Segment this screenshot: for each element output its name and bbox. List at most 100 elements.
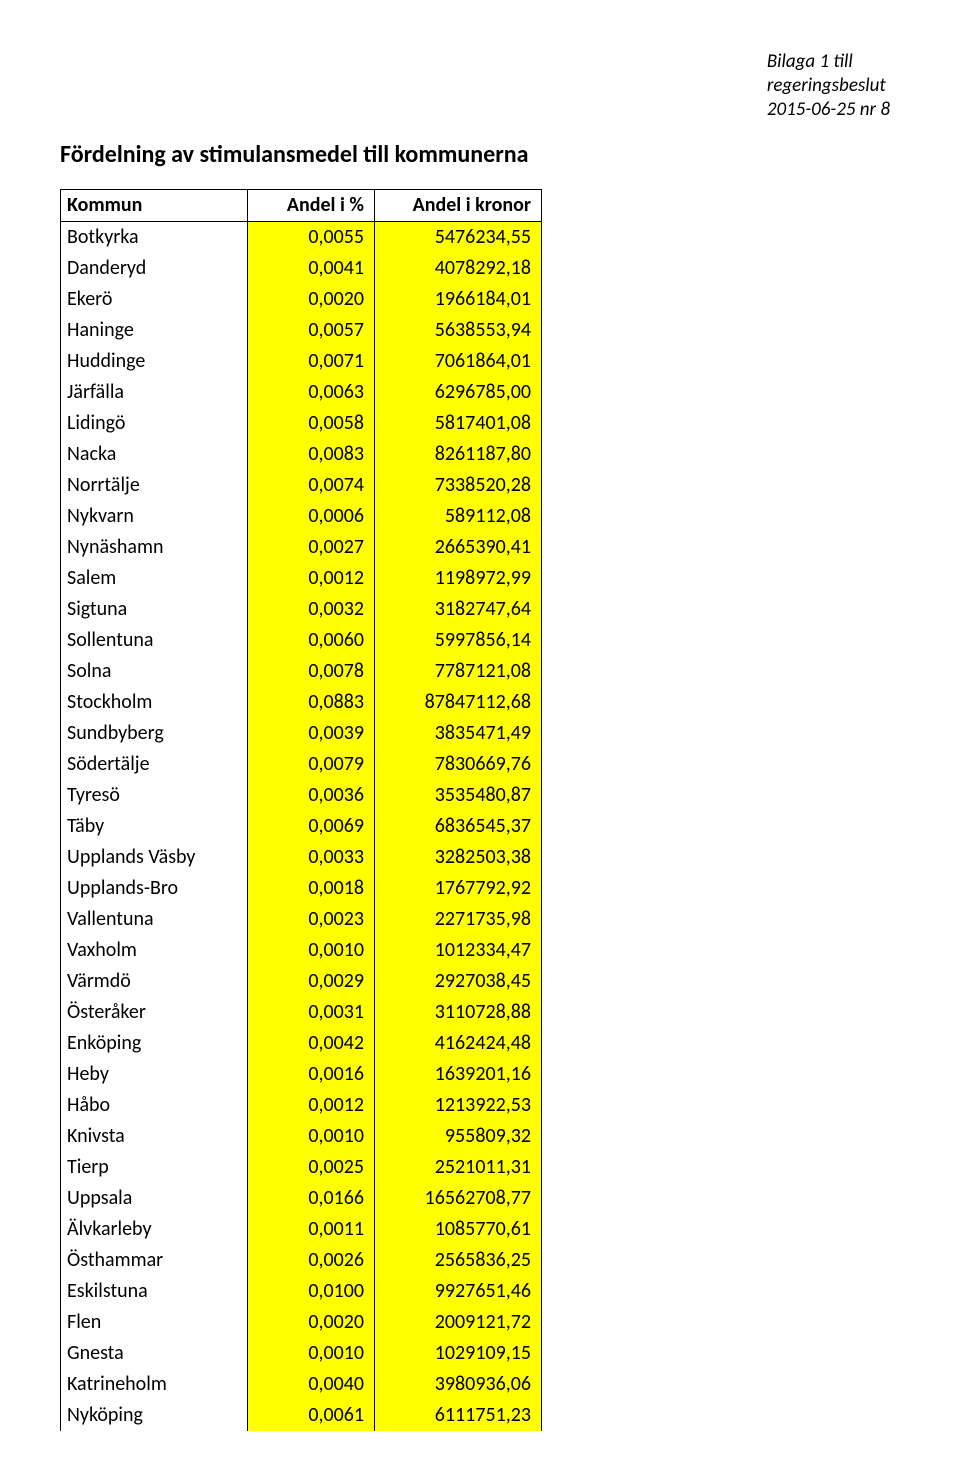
table-row: Danderyd0,00414078292,18 bbox=[61, 253, 542, 284]
cell-andel-pct: 0,0036 bbox=[248, 780, 375, 811]
cell-andel-pct: 0,0058 bbox=[248, 408, 375, 439]
cell-andel-kr: 6296785,00 bbox=[375, 377, 542, 408]
table-row: Flen0,00202009121,72 bbox=[61, 1307, 542, 1338]
allocation-table: Kommun Andel i % Andel i kronor Botkyrka… bbox=[60, 189, 542, 1431]
cell-andel-kr: 1639201,16 bbox=[375, 1059, 542, 1090]
table-row: Lidingö0,00585817401,08 bbox=[61, 408, 542, 439]
table-row: Södertälje0,00797830669,76 bbox=[61, 749, 542, 780]
cell-andel-kr: 16562708,77 bbox=[375, 1183, 542, 1214]
cell-andel-pct: 0,0057 bbox=[248, 315, 375, 346]
cell-andel-kr: 8261187,80 bbox=[375, 439, 542, 470]
cell-kommun: Håbo bbox=[61, 1090, 248, 1121]
table-row: Östhammar0,00262565836,25 bbox=[61, 1245, 542, 1276]
cell-andel-kr: 589112,08 bbox=[375, 501, 542, 532]
table-row: Nynäshamn0,00272665390,41 bbox=[61, 532, 542, 563]
cell-kommun: Upplands Väsby bbox=[61, 842, 248, 873]
cell-andel-pct: 0,0074 bbox=[248, 470, 375, 501]
cell-andel-kr: 7830669,76 bbox=[375, 749, 542, 780]
cell-andel-kr: 3980936,06 bbox=[375, 1369, 542, 1400]
cell-kommun: Täby bbox=[61, 811, 248, 842]
table-row: Sigtuna0,00323182747,64 bbox=[61, 594, 542, 625]
table-row: Nykvarn0,0006589112,08 bbox=[61, 501, 542, 532]
cell-andel-pct: 0,0006 bbox=[248, 501, 375, 532]
cell-andel-pct: 0,0018 bbox=[248, 873, 375, 904]
cell-kommun: Lidingö bbox=[61, 408, 248, 439]
cell-andel-kr: 1012334,47 bbox=[375, 935, 542, 966]
cell-kommun: Tierp bbox=[61, 1152, 248, 1183]
cell-kommun: Sigtuna bbox=[61, 594, 248, 625]
table-row: Uppsala0,016616562708,77 bbox=[61, 1183, 542, 1214]
cell-andel-kr: 2009121,72 bbox=[375, 1307, 542, 1338]
cell-andel-pct: 0,0083 bbox=[248, 439, 375, 470]
cell-kommun: Tyresö bbox=[61, 780, 248, 811]
cell-kommun: Älvkarleby bbox=[61, 1214, 248, 1245]
table-row: Katrineholm0,00403980936,06 bbox=[61, 1369, 542, 1400]
cell-andel-pct: 0,0010 bbox=[248, 1338, 375, 1369]
cell-andel-kr: 7338520,28 bbox=[375, 470, 542, 501]
table-row: Täby0,00696836545,37 bbox=[61, 811, 542, 842]
cell-andel-kr: 3282503,38 bbox=[375, 842, 542, 873]
table-row: Vaxholm0,00101012334,47 bbox=[61, 935, 542, 966]
header-line-2: regeringsbeslut bbox=[767, 74, 890, 98]
cell-andel-pct: 0,0055 bbox=[248, 222, 375, 254]
table-row: Värmdö0,00292927038,45 bbox=[61, 966, 542, 997]
page: Bilaga 1 till regeringsbeslut 2015-06-25… bbox=[0, 0, 960, 1471]
table-row: Vallentuna0,00232271735,98 bbox=[61, 904, 542, 935]
cell-andel-kr: 1085770,61 bbox=[375, 1214, 542, 1245]
cell-kommun: Upplands-Bro bbox=[61, 873, 248, 904]
table-row: Österåker0,00313110728,88 bbox=[61, 997, 542, 1028]
table-header-row: Kommun Andel i % Andel i kronor bbox=[61, 190, 542, 222]
cell-andel-kr: 6111751,23 bbox=[375, 1400, 542, 1431]
table-row: Heby0,00161639201,16 bbox=[61, 1059, 542, 1090]
cell-andel-pct: 0,0031 bbox=[248, 997, 375, 1028]
cell-andel-pct: 0,0061 bbox=[248, 1400, 375, 1431]
table-row: Nyköping0,00616111751,23 bbox=[61, 1400, 542, 1431]
col-header-andel-kr: Andel i kronor bbox=[375, 190, 542, 222]
cell-andel-pct: 0,0020 bbox=[248, 284, 375, 315]
table-row: Huddinge0,00717061864,01 bbox=[61, 346, 542, 377]
cell-kommun: Danderyd bbox=[61, 253, 248, 284]
cell-kommun: Järfälla bbox=[61, 377, 248, 408]
header-annotation: Bilaga 1 till regeringsbeslut 2015-06-25… bbox=[767, 50, 890, 121]
table-row: Upplands-Bro0,00181767792,92 bbox=[61, 873, 542, 904]
cell-kommun: Gnesta bbox=[61, 1338, 248, 1369]
cell-andel-pct: 0,0029 bbox=[248, 966, 375, 997]
cell-andel-pct: 0,0042 bbox=[248, 1028, 375, 1059]
col-header-andel-pct: Andel i % bbox=[248, 190, 375, 222]
table-row: Enköping0,00424162424,48 bbox=[61, 1028, 542, 1059]
cell-andel-pct: 0,0041 bbox=[248, 253, 375, 284]
cell-kommun: Österåker bbox=[61, 997, 248, 1028]
cell-andel-kr: 1029109,15 bbox=[375, 1338, 542, 1369]
cell-andel-kr: 4078292,18 bbox=[375, 253, 542, 284]
cell-andel-pct: 0,0063 bbox=[248, 377, 375, 408]
table-row: Stockholm0,088387847112,68 bbox=[61, 687, 542, 718]
table-row: Eskilstuna0,01009927651,46 bbox=[61, 1276, 542, 1307]
cell-andel-pct: 0,0012 bbox=[248, 563, 375, 594]
cell-andel-pct: 0,0071 bbox=[248, 346, 375, 377]
cell-andel-kr: 2521011,31 bbox=[375, 1152, 542, 1183]
cell-andel-pct: 0,0012 bbox=[248, 1090, 375, 1121]
cell-andel-pct: 0,0078 bbox=[248, 656, 375, 687]
cell-andel-pct: 0,0023 bbox=[248, 904, 375, 935]
cell-andel-kr: 5638553,94 bbox=[375, 315, 542, 346]
table-row: Upplands Väsby0,00333282503,38 bbox=[61, 842, 542, 873]
cell-kommun: Knivsta bbox=[61, 1121, 248, 1152]
header-line-1: Bilaga 1 till bbox=[767, 50, 890, 74]
cell-kommun: Stockholm bbox=[61, 687, 248, 718]
page-title: Fördelning av stimulansmedel till kommun… bbox=[60, 140, 900, 169]
cell-andel-kr: 3182747,64 bbox=[375, 594, 542, 625]
table-row: Älvkarleby0,00111085770,61 bbox=[61, 1214, 542, 1245]
cell-kommun: Ekerö bbox=[61, 284, 248, 315]
cell-andel-pct: 0,0040 bbox=[248, 1369, 375, 1400]
cell-andel-kr: 3535480,87 bbox=[375, 780, 542, 811]
cell-kommun: Enköping bbox=[61, 1028, 248, 1059]
cell-andel-kr: 2565836,25 bbox=[375, 1245, 542, 1276]
table-row: Gnesta0,00101029109,15 bbox=[61, 1338, 542, 1369]
cell-andel-pct: 0,0026 bbox=[248, 1245, 375, 1276]
cell-andel-kr: 2665390,41 bbox=[375, 532, 542, 563]
cell-andel-pct: 0,0033 bbox=[248, 842, 375, 873]
cell-kommun: Nynäshamn bbox=[61, 532, 248, 563]
cell-andel-pct: 0,0027 bbox=[248, 532, 375, 563]
cell-kommun: Södertälje bbox=[61, 749, 248, 780]
cell-andel-kr: 6836545,37 bbox=[375, 811, 542, 842]
